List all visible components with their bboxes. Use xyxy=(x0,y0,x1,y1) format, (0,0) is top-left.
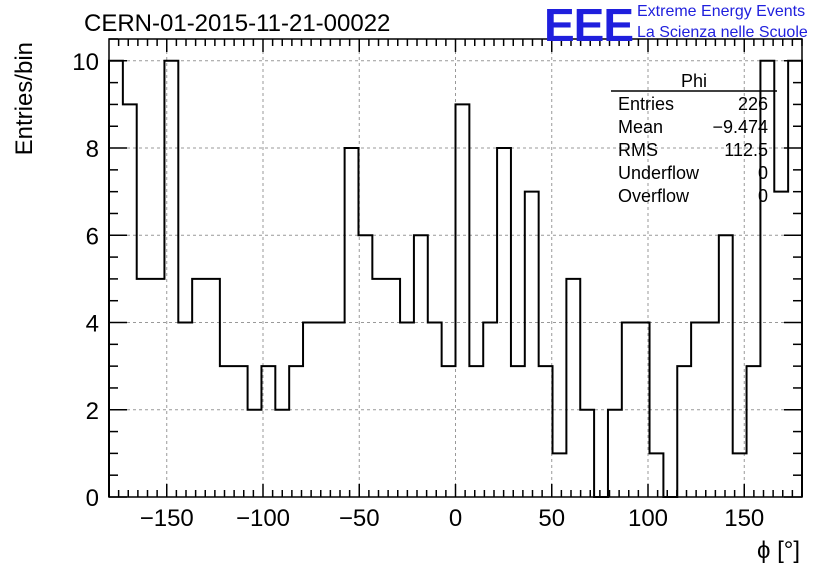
histogram-bin xyxy=(469,366,483,497)
histogram-bin xyxy=(303,323,317,497)
stats-row-label: Overflow xyxy=(618,186,690,206)
histogram-outline xyxy=(108,59,803,498)
histogram-bin xyxy=(456,104,470,497)
histogram-bin xyxy=(691,323,705,497)
histogram-bin xyxy=(331,323,345,497)
y-tick-label: 2 xyxy=(86,398,99,425)
histogram-bin xyxy=(164,61,178,497)
stats-row-value: 0 xyxy=(758,186,768,206)
histogram-bin xyxy=(677,366,691,497)
stats-row-label: Entries xyxy=(618,94,674,114)
histogram-bin xyxy=(345,148,359,497)
histogram-bin xyxy=(511,366,525,497)
chart-title: CERN-01-2015-11-21-00022 xyxy=(84,10,391,37)
y-tick-label: 4 xyxy=(86,311,99,338)
histogram-bin xyxy=(774,192,788,497)
x-tick-label: −50 xyxy=(339,505,380,532)
histogram-bin xyxy=(414,235,428,497)
histogram-bin xyxy=(483,323,497,497)
histogram-bin xyxy=(705,323,719,497)
histogram-bin xyxy=(442,366,456,497)
histogram-bin xyxy=(497,148,511,497)
eee-logo-mark: EEE xyxy=(544,0,634,51)
axes: −150 −100 −50 0 50 100 150 0 2 4 6 8 10 xyxy=(72,38,803,532)
histogram-bin xyxy=(192,279,206,497)
histogram-series xyxy=(108,59,803,498)
histogram-bin xyxy=(580,410,594,497)
stats-row-value: −9.474 xyxy=(712,117,768,137)
x-axis-label: ϕ [°] xyxy=(757,537,800,564)
stats-rows: Entries 226 Mean −9.474 RMS 112.5 Underflow 0 Ov… xyxy=(618,94,768,206)
y-tick-label: 8 xyxy=(86,136,99,163)
histogram-bin xyxy=(137,279,151,497)
x-tick-label: 0 xyxy=(449,505,462,532)
logo-line-2: La Scienza nelle Scuole xyxy=(637,24,808,41)
histogram-bin xyxy=(123,104,137,497)
histogram-bin xyxy=(428,323,442,497)
histogram-bin xyxy=(539,366,553,497)
histogram-bin xyxy=(358,235,372,497)
stats-box: Phi Entries 226 Mean −9.474 RMS 112.5 Underflo… xyxy=(611,71,777,206)
x-tick-label: 100 xyxy=(628,505,668,532)
stats-row-label: RMS xyxy=(618,140,658,160)
y-tick-label: 0 xyxy=(86,485,99,512)
histogram-bin xyxy=(636,323,650,497)
histogram-bin xyxy=(525,192,539,497)
x-tick-label: 150 xyxy=(724,505,764,532)
histogram-bin xyxy=(317,323,331,497)
histogram-bin xyxy=(650,453,664,497)
histogram-bin xyxy=(289,366,303,497)
stats-title: Phi xyxy=(681,71,707,91)
histogram-bin xyxy=(220,366,234,497)
histogram-bin xyxy=(566,279,580,497)
histogram-bin xyxy=(261,366,275,497)
x-tick-label: −100 xyxy=(236,505,290,532)
histogram-bin xyxy=(553,453,567,497)
histogram-bin xyxy=(608,410,622,497)
histogram-bin xyxy=(206,279,220,497)
histogram-bin xyxy=(622,323,636,497)
x-tick-label: 50 xyxy=(538,505,565,532)
histogram-bin xyxy=(400,323,414,497)
histogram-bin xyxy=(178,323,192,497)
stats-row-label: Mean xyxy=(618,117,663,137)
histogram-bin xyxy=(248,410,262,497)
y-tick-label: 6 xyxy=(86,223,99,250)
y-axis-label: Entries/bin xyxy=(11,42,38,155)
stats-row-value: 226 xyxy=(738,94,768,114)
histogram-bin xyxy=(151,279,165,497)
histogram-bin xyxy=(747,366,761,497)
histogram-bin xyxy=(275,410,289,497)
y-tick-label: 10 xyxy=(72,49,99,76)
stats-row-value: 0 xyxy=(758,163,768,183)
histogram-bin xyxy=(386,279,400,497)
stats-row-label: Underflow xyxy=(618,163,700,183)
histogram-bin xyxy=(234,366,248,497)
x-tick-label: −150 xyxy=(140,505,194,532)
stats-row-value: 112.5 xyxy=(724,140,768,160)
histogram-bin xyxy=(372,279,386,497)
histogram-bin xyxy=(719,235,733,497)
logo-line-1: Extreme Energy Events xyxy=(637,3,806,20)
